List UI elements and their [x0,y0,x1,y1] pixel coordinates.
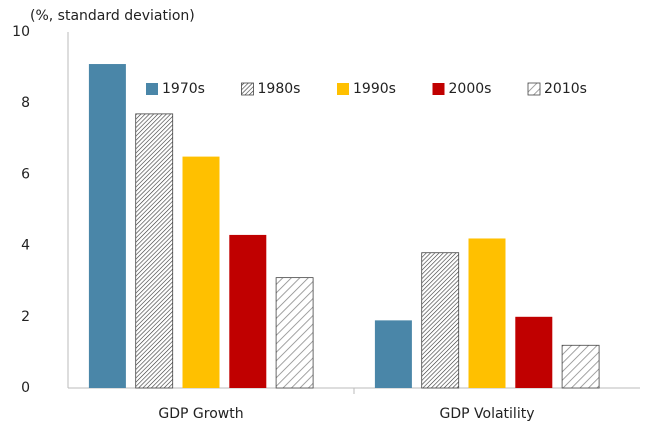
x-tick-label: GDP Growth [158,406,243,422]
y-tick-label: 8 [21,95,30,111]
axis-label: (%, standard deviation) [30,8,195,24]
y-tick-label: 2 [21,309,30,325]
bar [468,238,506,388]
y-tick-label: 10 [12,24,30,40]
bar [182,156,220,388]
bar [88,64,126,388]
legend-label: 1970s [162,81,205,97]
legend-swatch [432,83,445,95]
legend-label: 1980s [258,81,301,97]
legend-swatch [337,83,349,95]
legend-label: 2000s [449,81,492,97]
x-tick-label: GDP Volatility [440,406,535,422]
bar [135,113,174,389]
y-tick-label: 6 [21,166,30,182]
bar [515,316,553,388]
y-tick-label: 0 [21,380,30,396]
bar [561,344,600,389]
legend-swatch [527,82,541,96]
legend-label: 1990s [353,81,396,97]
bar [275,277,314,389]
y-tick-label: 4 [21,238,30,254]
legend-label: 2010s [544,81,587,97]
bar [374,320,412,388]
legend-swatch [146,83,158,95]
bar [229,234,267,388]
bar [421,252,460,389]
legend-swatch [241,82,254,96]
